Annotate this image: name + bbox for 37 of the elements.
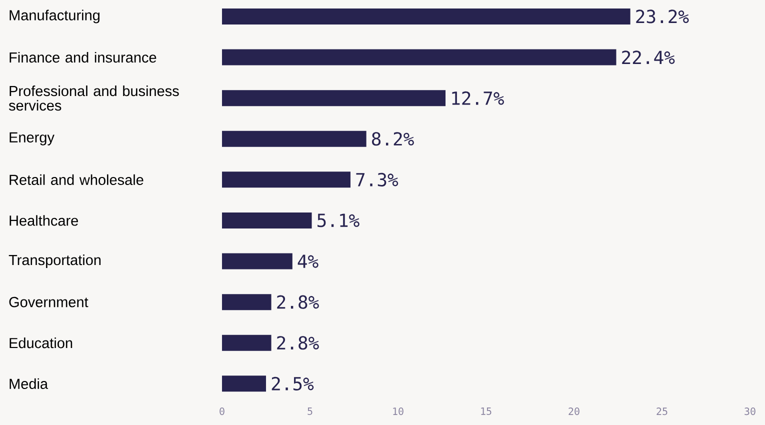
- data-label: 2.5%: [272, 376, 314, 390]
- bar: [222, 172, 350, 188]
- bar: [222, 212, 312, 228]
- bar: [222, 90, 446, 106]
- x-tick-label: 15: [481, 408, 492, 415]
- bar: [222, 294, 272, 310]
- bar: [222, 8, 630, 24]
- bar: [222, 334, 272, 351]
- bar: [222, 253, 292, 270]
- x-tick-label: 20: [568, 408, 580, 416]
- y-tick-label: Healthcare: [10, 215, 78, 226]
- y-tick-label: Professional and business services: [8, 86, 179, 111]
- data-label: 23.2%: [636, 10, 689, 24]
- bar: [222, 49, 616, 66]
- x-tick-label: 30: [744, 408, 756, 416]
- data-label: 12.7%: [452, 91, 504, 105]
- y-tick-label: Education: [10, 338, 72, 348]
- x-tick-label: 0: [220, 408, 224, 416]
- y-tick-label: Energy: [10, 132, 54, 146]
- y-tick-label: Retail and wholesale: [10, 174, 144, 186]
- data-label: 22.4%: [622, 50, 675, 64]
- x-tick-label: 25: [656, 408, 668, 416]
- data-label: 4%: [298, 254, 318, 268]
- y-tick-label: Media: [10, 378, 48, 389]
- data-label: 8.2%: [372, 132, 414, 146]
- x-tick-label: 5: [308, 408, 312, 415]
- data-label: 2.8%: [277, 336, 319, 350]
- y-tick-label: Manufacturing: [10, 10, 100, 24]
- bar: [222, 376, 266, 392]
- data-label: 5.1%: [318, 214, 360, 228]
- data-label: 2.8%: [277, 295, 319, 309]
- y-tick-label: Finance and insurance: [10, 52, 156, 63]
- y-tick-label: Transportation: [8, 254, 101, 268]
- data-label: 7.3%: [356, 172, 398, 186]
- x-tick-label: 10: [393, 408, 404, 416]
- y-tick-label: Government: [9, 296, 88, 308]
- bar: [222, 130, 366, 147]
